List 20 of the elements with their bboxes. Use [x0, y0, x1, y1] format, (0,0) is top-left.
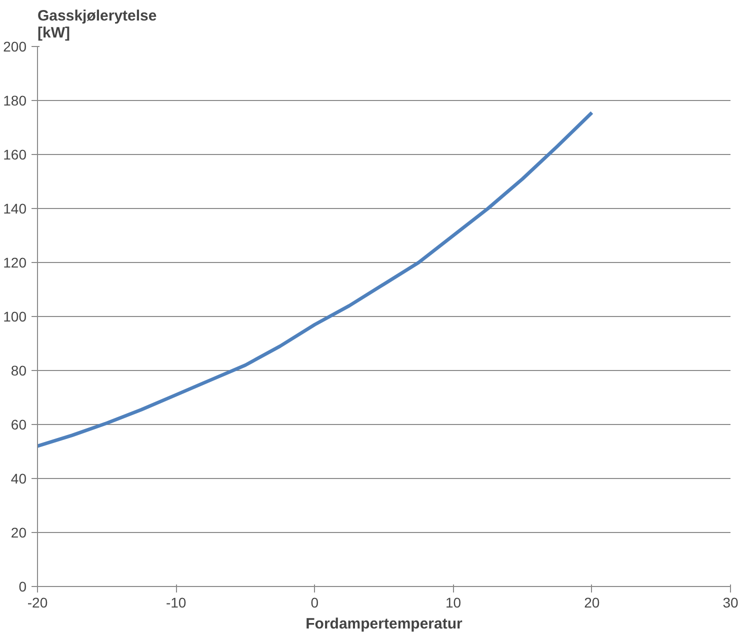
- y-tick-label: 60: [10, 416, 27, 432]
- x-tick-label: 0: [310, 594, 319, 610]
- x-tick-label: 10: [446, 594, 462, 610]
- y-tick-label: 140: [3, 200, 27, 216]
- x-tick-label: 30: [722, 594, 738, 610]
- y-tick-label: 120: [3, 254, 27, 270]
- line-series: [38, 110, 594, 448]
- y-tick-label: 200: [3, 38, 27, 54]
- x-axis-title: Fordampertemperatur: [306, 616, 463, 632]
- x-tick-label: -10: [166, 594, 186, 610]
- y-tick-label: 80: [10, 362, 27, 378]
- y-tick-label: 0: [18, 578, 27, 594]
- y-axis-title: Gasskjølerytelse [kW]: [38, 8, 157, 42]
- y-tick-label: 180: [3, 92, 27, 108]
- y-tick-label: 40: [10, 470, 27, 486]
- x-tick-label: -20: [27, 594, 48, 610]
- y-tick-label: 100: [3, 308, 27, 324]
- y-tick-label: 160: [3, 146, 27, 162]
- x-tick-label: 20: [584, 594, 600, 610]
- y-tick-label: 20: [10, 524, 27, 540]
